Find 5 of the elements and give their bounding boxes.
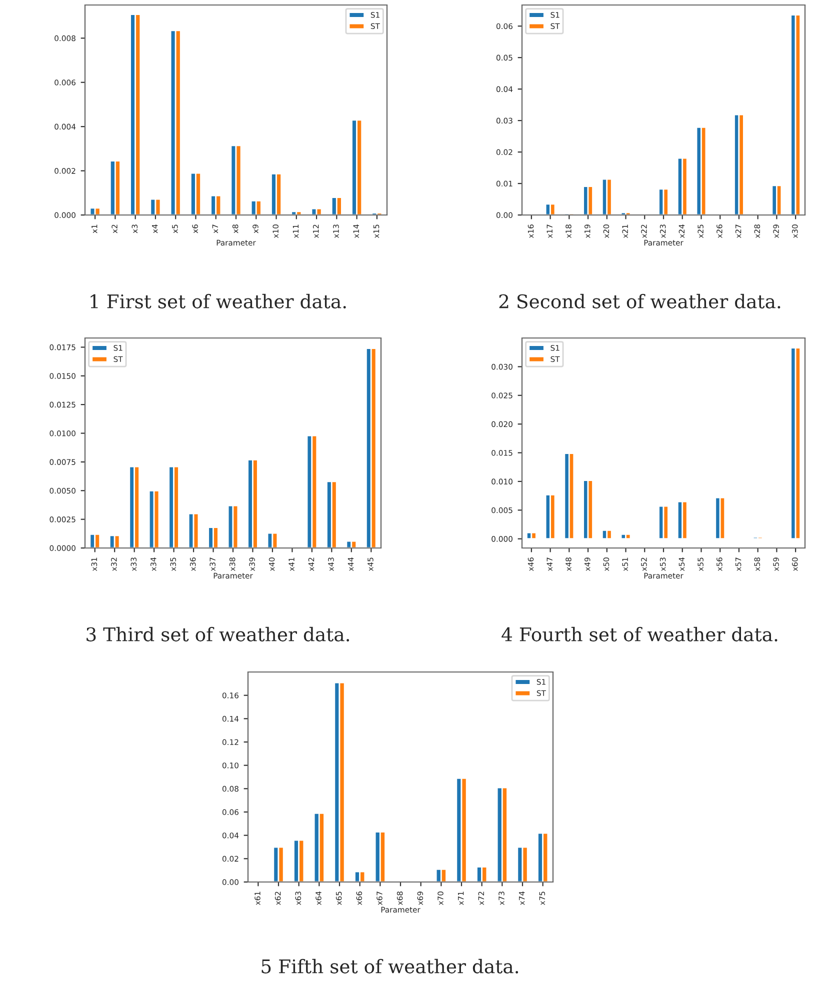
text: 2 Second set of weather data. [499,294,780,308]
text: 5 Fifth set of weather data. [262,958,518,974]
text: 3 Third set of weather data. [86,626,350,642]
text: 1 First set of weather data. [90,294,346,308]
text: 4 Fourth set of weather data. [502,626,778,642]
